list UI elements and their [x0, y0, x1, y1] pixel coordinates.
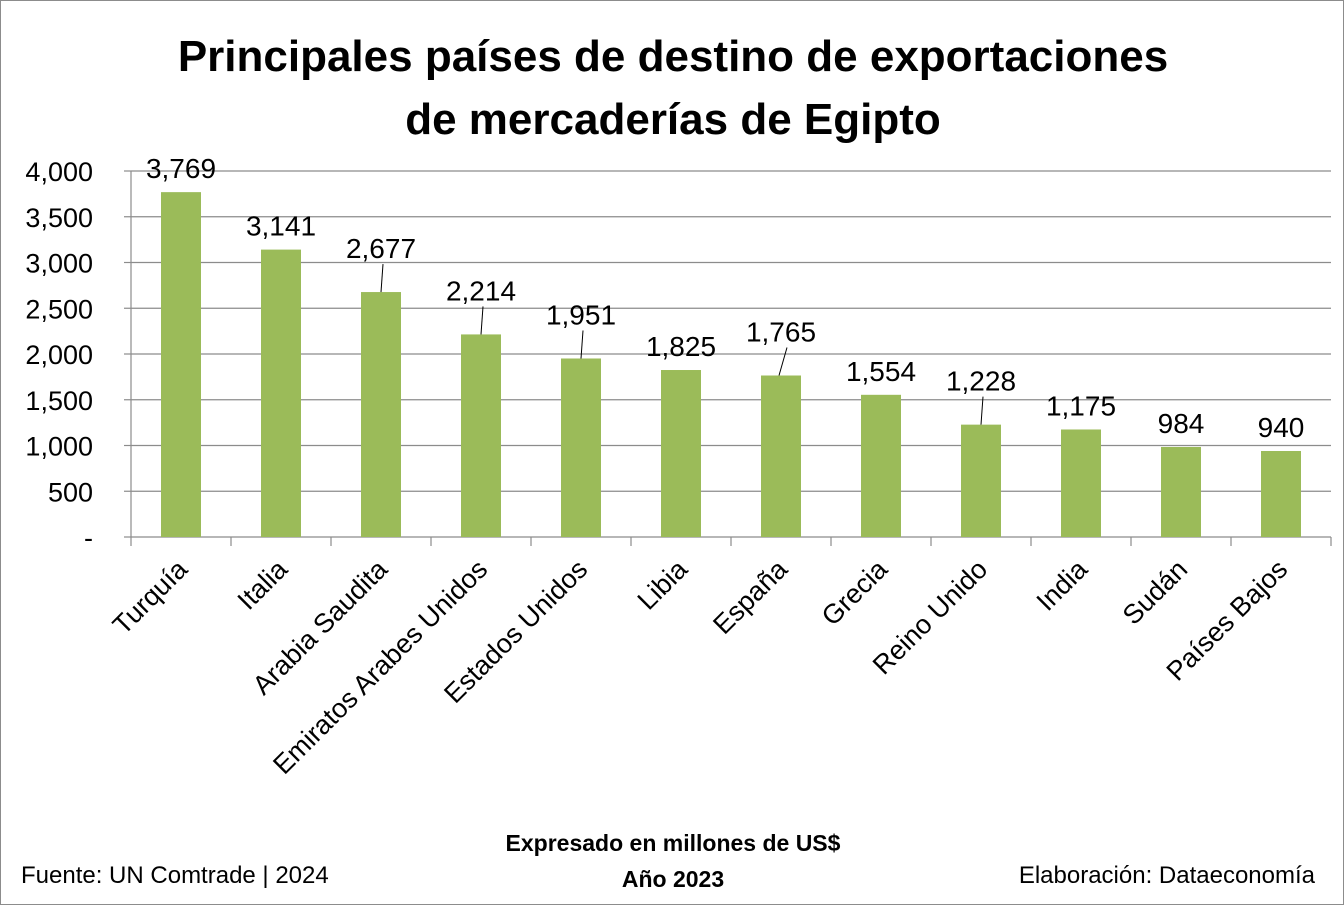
bar	[361, 292, 401, 537]
data-label: 1,765	[746, 317, 816, 348]
bar	[461, 334, 501, 537]
bar	[1261, 450, 1301, 537]
bar	[761, 375, 801, 537]
y-tick-label: 3,000	[25, 249, 93, 279]
data-label: 2,214	[446, 275, 516, 306]
y-tick-label: 3,500	[25, 203, 93, 233]
bar	[1061, 429, 1101, 537]
bar	[661, 370, 701, 537]
unit-note: Expresado en millones de US$	[505, 830, 841, 856]
data-label: 1,554	[846, 356, 916, 387]
data-label: 940	[1258, 412, 1305, 443]
y-tick-label: 2,000	[25, 340, 93, 370]
bar	[961, 424, 1001, 537]
data-label: 1,175	[1046, 390, 1116, 421]
leader-line	[380, 264, 384, 293]
chart-title-line-1: Principales países de destino de exporta…	[177, 32, 1169, 81]
y-tick-label: 1,500	[25, 386, 93, 416]
bar	[261, 249, 301, 537]
data-label: 1,228	[946, 366, 1016, 397]
leader-line	[778, 347, 788, 376]
data-label: 1,825	[646, 331, 716, 362]
data-label: 3,769	[146, 153, 216, 184]
leader-line	[980, 396, 984, 425]
year-note: Año 2023	[621, 866, 725, 892]
y-tick-label: -	[84, 523, 93, 553]
x-tick-label: Turquía	[107, 553, 194, 640]
x-tick-label: España	[707, 553, 794, 640]
source-note: Fuente: UN Comtrade | 2024	[21, 862, 329, 889]
y-tick-label: 1,000	[25, 432, 93, 462]
leader-line	[480, 306, 484, 335]
x-tick-label: Sudán	[1117, 554, 1193, 630]
x-tick-label: Italia	[232, 553, 294, 615]
y-tick-label: 2,500	[25, 294, 93, 324]
y-tick-label: 500	[48, 477, 93, 507]
data-label: 3,141	[246, 211, 316, 242]
data-label: 984	[1158, 408, 1205, 439]
bar	[561, 358, 601, 537]
chart-title-line-2: de mercaderías de Egipto	[405, 95, 941, 144]
credit-note: Elaboración: Dataeconomía	[1018, 862, 1315, 889]
x-tick-label: Libia	[632, 553, 694, 615]
x-tick-label: India	[1031, 553, 1094, 616]
bar	[861, 394, 901, 537]
y-tick-label: 4,000	[25, 157, 93, 187]
data-label: 2,677	[346, 233, 416, 264]
leader-line	[580, 330, 584, 359]
bar	[161, 192, 201, 537]
x-tick-label: Grecia	[816, 553, 894, 631]
bar	[1161, 446, 1201, 537]
data-label: 1,951	[546, 299, 616, 330]
